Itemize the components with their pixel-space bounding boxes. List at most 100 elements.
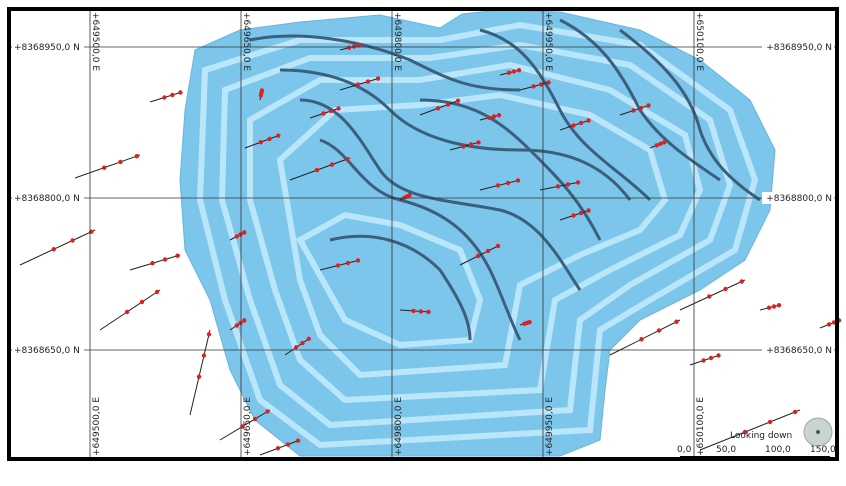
label-bg (762, 344, 834, 356)
drillhole-trace (129, 254, 181, 271)
sample-point (658, 141, 663, 146)
sample-point (206, 332, 212, 337)
sample-point (285, 442, 291, 447)
sample-point (739, 279, 744, 284)
sample-point (265, 409, 270, 414)
sample-point (716, 353, 721, 358)
compass-center (816, 430, 820, 434)
sample-point (639, 337, 644, 342)
sample-point (766, 305, 772, 310)
sample-point (242, 318, 247, 323)
drillhole-trace (459, 244, 501, 266)
sample-point (154, 289, 160, 295)
sample-point (538, 82, 544, 87)
sample-point (586, 208, 591, 213)
scale-label: 50,0 (716, 445, 736, 455)
sample-point (306, 336, 311, 342)
sample-point (708, 355, 714, 361)
sample-point (767, 419, 773, 425)
sample-point (336, 106, 341, 111)
column-label: +650100,0 E (694, 12, 704, 71)
column-label: +649800,0 E (392, 12, 402, 71)
sample-point (139, 299, 145, 305)
sample-point (546, 80, 551, 85)
column-label: +649500,0 E (90, 12, 100, 71)
sample-point (586, 118, 591, 123)
sample-point (495, 183, 501, 188)
view-label: Looking down (730, 431, 792, 441)
sample-point (656, 328, 662, 333)
row-label: +8368800,0 N (766, 194, 832, 204)
sample-point (329, 162, 335, 167)
sample-point (162, 257, 168, 262)
sample-point (511, 69, 517, 74)
sample-point (234, 323, 239, 328)
sample-point (276, 133, 281, 138)
row-label: +8368800,0 N (14, 194, 80, 204)
sample-point (70, 238, 75, 243)
drillhole-trace (699, 409, 801, 451)
sample-point (356, 43, 362, 48)
drillhole-trace (219, 409, 271, 441)
sample-point (335, 263, 341, 268)
sample-point (707, 294, 712, 299)
sample-point (527, 319, 532, 325)
sample-point (150, 261, 155, 266)
sample-point (170, 92, 175, 98)
sample-point (496, 113, 502, 118)
column-label: +649650,0 E (241, 12, 251, 71)
label-bg (12, 344, 84, 356)
sample-point (175, 253, 180, 258)
sample-point (565, 182, 571, 187)
sample-point (238, 232, 243, 237)
sample-point (258, 139, 263, 145)
sample-point (475, 253, 481, 259)
sample-point (346, 45, 352, 50)
sample-point (826, 322, 832, 327)
sample-point (674, 319, 679, 324)
sample-point (485, 248, 491, 254)
sample-point (162, 95, 167, 100)
sample-point (445, 102, 451, 107)
drillhole-trace (19, 229, 96, 266)
scale-label: 150,0 (810, 445, 836, 455)
sample-point (491, 114, 497, 119)
sample-point (134, 153, 139, 159)
sample-point (578, 120, 584, 126)
sample-point (631, 108, 636, 113)
sample-point (201, 353, 207, 358)
row-label: +8368950,0 N (14, 43, 80, 53)
drillhole-trace (609, 319, 681, 356)
label-bg (12, 41, 84, 53)
sample-point (252, 416, 258, 422)
sample-point (515, 178, 521, 183)
sample-point (365, 79, 371, 84)
sample-point (314, 167, 320, 173)
sample-point (578, 210, 584, 216)
row-label: +8368650,0 N (14, 346, 80, 356)
label-bg (12, 192, 84, 204)
scale-label: 0,0 (677, 445, 692, 455)
bench-crests (249, 18, 761, 341)
compass (803, 417, 833, 447)
sample-point (375, 76, 381, 81)
sample-point (196, 374, 202, 379)
drillhole-trace (99, 289, 161, 331)
drillhole-trace (679, 279, 746, 311)
sample-point (495, 243, 501, 249)
sample-point (468, 142, 474, 147)
row-label: +8368650,0 N (766, 346, 832, 356)
sample-point (575, 180, 581, 185)
sample-point (792, 409, 798, 415)
sample-point (435, 106, 441, 111)
sample-point (455, 98, 461, 103)
drillholes (19, 43, 842, 456)
sample-point (776, 303, 782, 308)
sample-point (51, 247, 56, 252)
sample-point (516, 68, 522, 73)
sample-point (267, 136, 272, 142)
drillhole-trace (189, 329, 211, 416)
sample-point (461, 144, 466, 149)
sample-point (321, 111, 326, 116)
sample-point (426, 309, 431, 315)
